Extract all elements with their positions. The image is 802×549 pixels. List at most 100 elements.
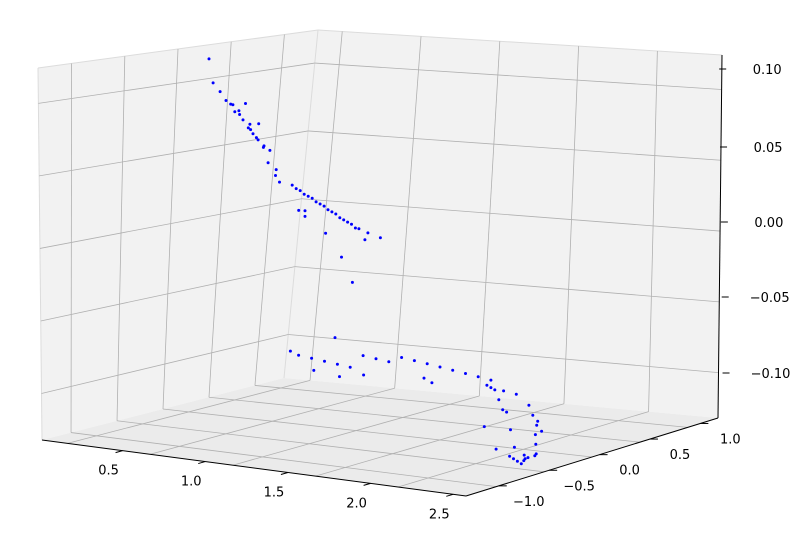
data-point: [254, 136, 258, 140]
data-point: [522, 459, 526, 463]
data-point: [540, 429, 544, 433]
data-point: [494, 447, 498, 451]
data-point: [514, 392, 518, 396]
data-point: [505, 410, 509, 414]
data-point: [237, 109, 241, 113]
data-point: [326, 208, 330, 212]
data-point: [261, 145, 265, 149]
data-point: [533, 454, 537, 458]
z-tick-label: −0.10: [751, 367, 791, 382]
data-point: [482, 425, 486, 429]
y-gridline: [116, 56, 126, 421]
x-gridline: [394, 36, 422, 389]
data-point: [363, 238, 367, 242]
data-point: [294, 187, 298, 191]
data-point: [310, 196, 314, 200]
data-point: [211, 81, 215, 85]
x-tick-mark: [280, 471, 289, 475]
data-point: [246, 126, 250, 130]
data-point: [318, 202, 322, 206]
data-point: [509, 428, 512, 432]
data-point: [531, 413, 535, 417]
x-gridline: [309, 31, 343, 381]
data-point: [489, 386, 493, 390]
data-point: [335, 362, 339, 366]
data-point: [297, 353, 301, 357]
x-axis-line: [41, 439, 467, 497]
data-point: [501, 408, 505, 412]
data-point: [334, 212, 338, 216]
data-point: [361, 354, 365, 358]
data-point: [353, 226, 357, 230]
data-point: [512, 445, 516, 449]
left-wall-pane: [38, 30, 318, 440]
data-point: [268, 148, 272, 152]
data-point: [256, 138, 260, 142]
data-point: [464, 372, 467, 375]
data-point: [502, 389, 506, 393]
data-point: [302, 192, 306, 196]
data-point: [526, 456, 530, 460]
data-point: [333, 336, 337, 340]
z-gridline: [294, 266, 720, 303]
x-tick-mark: [115, 450, 123, 454]
data-point: [322, 204, 326, 208]
data-point: [257, 122, 261, 126]
data-point: [430, 381, 434, 385]
data-point: [485, 383, 489, 387]
data-point: [535, 423, 539, 427]
y-gridline: [254, 385, 688, 428]
x-tick-mark: [198, 461, 206, 465]
data-point: [350, 222, 353, 226]
data-point: [348, 365, 352, 369]
data-point: [387, 360, 391, 364]
data-point: [290, 183, 294, 187]
data-point: [476, 375, 480, 379]
data-point: [314, 200, 318, 204]
data-point: [366, 231, 370, 235]
data-point: [266, 161, 270, 165]
data-point: [350, 280, 354, 284]
data-point: [533, 433, 537, 437]
x-tick-label: 1.0: [181, 475, 202, 490]
data-point: [323, 359, 326, 363]
z-tick-label: 0.05: [754, 141, 783, 156]
data-point: [374, 357, 378, 361]
z-tick-label: −0.05: [750, 291, 790, 306]
data-point: [218, 90, 222, 94]
data-point: [438, 365, 442, 369]
y-gridline: [162, 408, 593, 458]
data-point: [527, 403, 531, 407]
data-point: [238, 113, 242, 116]
data-point: [346, 220, 350, 224]
y-tick-label: −0.5: [563, 479, 595, 494]
y-gridline: [162, 48, 179, 410]
pane-edge: [317, 29, 723, 56]
data-point: [338, 375, 341, 379]
data-point: [412, 359, 416, 363]
data-point: [493, 388, 497, 392]
y-tick-label: 1.0: [720, 432, 741, 447]
data-point: [244, 102, 247, 105]
y-gridline: [208, 396, 640, 443]
data-point: [303, 214, 307, 218]
y-gridline: [70, 432, 497, 488]
data-point: [312, 368, 316, 372]
data-point: [489, 378, 493, 382]
data-point: [342, 218, 346, 222]
y-gridline: [70, 63, 72, 433]
data-point: [297, 208, 301, 212]
data-point: [306, 194, 310, 198]
data-point: [310, 356, 314, 360]
pane-edge: [37, 67, 43, 441]
z-gridline: [308, 130, 721, 161]
x-tick-label: 1.5: [264, 485, 285, 500]
data-point: [378, 236, 382, 240]
data-point: [248, 122, 252, 126]
z-gridline: [314, 62, 722, 90]
data-point: [274, 168, 278, 172]
data-point: [224, 99, 228, 102]
data-point: [340, 255, 343, 259]
